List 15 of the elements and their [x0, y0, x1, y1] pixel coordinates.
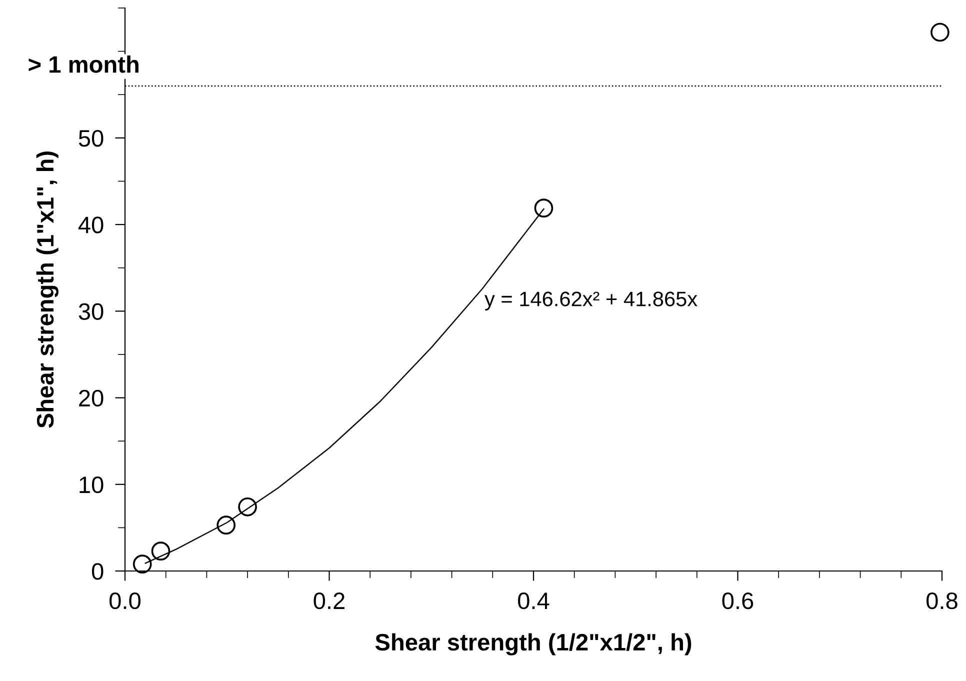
- y-tick-label: 0: [92, 563, 104, 580]
- x-axis-title: Shear strength (1/2"x1/2", h): [375, 633, 692, 656]
- y-tick-label: 20: [79, 390, 104, 407]
- x-tick-label: 0.6: [722, 592, 754, 610]
- y-tick-label: 40: [78, 216, 104, 234]
- x-tick-label: 0.0: [110, 592, 140, 610]
- x-tick-label: 0.2: [314, 592, 344, 610]
- y-tick-label: 30: [78, 303, 104, 320]
- x-tick-label: 0.8: [926, 592, 958, 610]
- y-tick-label: 10: [80, 476, 104, 494]
- ref-line-label: > 1 month: [28, 56, 138, 73]
- annotation: y = 146.62x² + 41.865x: [484, 292, 698, 310]
- x-tick-label: 0.4: [518, 592, 550, 610]
- y-tick-label: 50: [78, 130, 104, 147]
- y-axis-title: Shear strength (1"x1", h): [36, 152, 58, 428]
